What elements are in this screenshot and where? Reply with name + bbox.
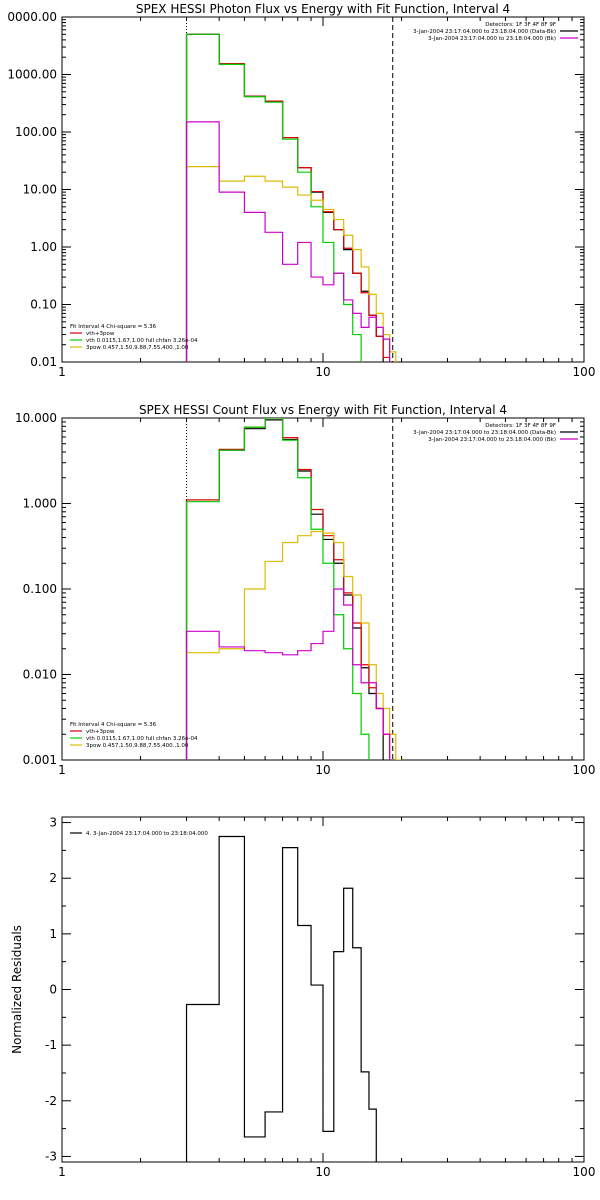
series-line-3 [185,418,370,760]
legend-entry: Fit Interval 4 Chi-square = 5.36 [70,722,157,728]
x-tick-label: 100 [573,1165,596,1179]
chart-title: SPEX HESSI Count Flux vs Energy with Fit… [139,403,507,417]
y-tick-label: 0.100 [23,582,57,596]
series-group [185,835,377,1162]
header-line: 3-Jan-2004 23:17:04.000 to 23:18:04.000 … [413,430,556,436]
series-line-4 [185,530,402,760]
chart-panel-1: SPEX HESSI Photon Flux vs Energy with Fi… [7,2,595,379]
series-line-1 [185,419,384,760]
y-tick-label: 0.010 [23,668,57,682]
legend-entry: 3pow 0.457,1.50,9.88,7.55,400.,1.00 [86,345,189,351]
legend-entry: vth 0.0115,1.67,1.00 full chfan 3.26e-04 [86,338,198,344]
y-tick-label: 1.00 [30,240,57,254]
y-tick-label: 0.001 [23,753,57,767]
legend-entry: 3pow 0.457,1.50,9.88,7.55,400.,1.00 [86,743,189,749]
series-line-4 [185,166,413,362]
series-line-1 [185,835,377,1162]
series-group [185,418,402,760]
y-tick-label: 100.00 [15,125,57,139]
series-line-2 [185,33,391,362]
x-tick-label: 1 [58,1165,66,1179]
y-tick-label: 1 [49,927,57,941]
y-tick-label: 10.000 [15,411,57,425]
y-tick-label: 3 [49,816,57,830]
y-tick-label: 0.10 [30,298,57,312]
legend-entry: vth 0.0115,1.67,1.00 full chfan 3.26e-04 [86,736,198,742]
y-tick-label: 2 [49,871,57,885]
y-tick-label: 10.00 [23,183,57,197]
legend-entry: 4. 3-Jan-2004 23:17:04.000 to 23:18:04.0… [86,831,208,837]
series-line-2 [185,418,391,760]
series-line-3 [185,33,370,362]
header-line: Detectors: 1F 3F 4F 8F 9F [485,423,556,429]
y-tick-label: 0 [49,983,57,997]
y-tick-label: 0.01 [30,355,57,369]
series-line-5 [185,588,391,760]
chart-title: SPEX HESSI Photon Flux vs Energy with Fi… [136,2,510,16]
header-line: 3-Jan-2004 23:17:04.000 to 23:18:04.000 … [413,29,556,35]
plot-frame [61,16,585,363]
x-tick-label: 100 [573,763,596,777]
plot-frame [61,417,585,761]
y-tick-label: 1000.00 [7,68,57,82]
legend-entry: vth+3pow [86,331,115,337]
header-line: 3-Jan-2004 23:17:04.000 to 23:18:04.000 … [428,437,556,443]
legend-entry: vth+3pow [86,729,115,735]
x-tick-label: 1 [58,763,66,777]
header-line: 3-Jan-2004 23:17:04.000 to 23:18:04.000 … [428,36,556,42]
y-axis-label: Normalized Residuals [10,925,24,1054]
chart-panel-3: 1 10 100 -3 -2 -1 0 1 2 3 Normalized Residuals 4. 3… [10,816,595,1179]
series-line-5 [185,121,391,362]
y-tick-label: 0000.00 [7,10,57,24]
x-tick-label: 1 [58,365,66,379]
y-tick-label: -2 [45,1094,57,1108]
header-line: Detectors: 1F 3F 4F 8F 9F [485,22,556,28]
y-tick-label: 1.000 [23,497,57,511]
chart-panel-2: SPEX HESSI Count Flux vs Energy with Fit… [15,403,595,777]
series-group [185,33,413,362]
y-tick-label: -3 [45,1149,57,1163]
x-tick-label: 10 [315,1165,330,1179]
x-tick-label: 10 [315,763,330,777]
x-tick-label: 10 [315,365,330,379]
legend-entry: Fit Interval 4 Chi-square = 5.36 [70,324,157,330]
y-tick-label: -1 [45,1038,57,1052]
x-tick-label: 100 [573,365,596,379]
